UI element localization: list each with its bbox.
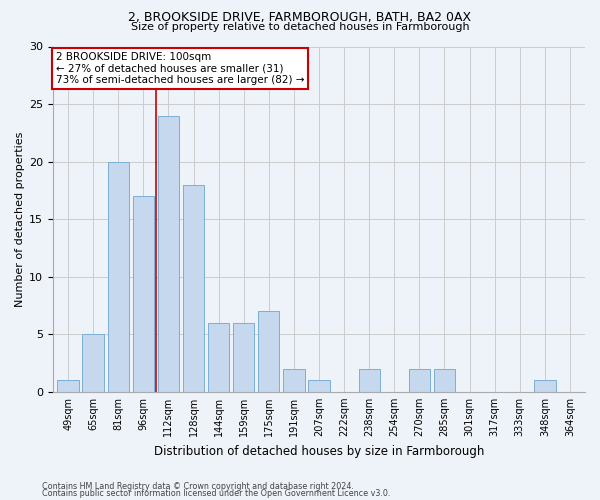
Bar xyxy=(183,184,204,392)
Text: Contains public sector information licensed under the Open Government Licence v3: Contains public sector information licen… xyxy=(42,489,391,498)
Text: 2 BROOKSIDE DRIVE: 100sqm
← 27% of detached houses are smaller (31)
73% of semi-: 2 BROOKSIDE DRIVE: 100sqm ← 27% of detac… xyxy=(56,52,304,85)
Bar xyxy=(233,322,254,392)
Bar xyxy=(534,380,556,392)
Bar xyxy=(133,196,154,392)
Bar xyxy=(258,311,280,392)
Text: 2, BROOKSIDE DRIVE, FARMBOROUGH, BATH, BA2 0AX: 2, BROOKSIDE DRIVE, FARMBOROUGH, BATH, B… xyxy=(128,12,472,24)
X-axis label: Distribution of detached houses by size in Farmborough: Distribution of detached houses by size … xyxy=(154,444,484,458)
Y-axis label: Number of detached properties: Number of detached properties xyxy=(15,132,25,307)
Bar xyxy=(58,380,79,392)
Bar xyxy=(158,116,179,392)
Bar xyxy=(283,369,305,392)
Bar xyxy=(434,369,455,392)
Bar xyxy=(107,162,129,392)
Bar xyxy=(359,369,380,392)
Bar xyxy=(82,334,104,392)
Text: Size of property relative to detached houses in Farmborough: Size of property relative to detached ho… xyxy=(131,22,469,32)
Bar xyxy=(409,369,430,392)
Bar xyxy=(308,380,329,392)
Bar xyxy=(208,322,229,392)
Text: Contains HM Land Registry data © Crown copyright and database right 2024.: Contains HM Land Registry data © Crown c… xyxy=(42,482,354,491)
